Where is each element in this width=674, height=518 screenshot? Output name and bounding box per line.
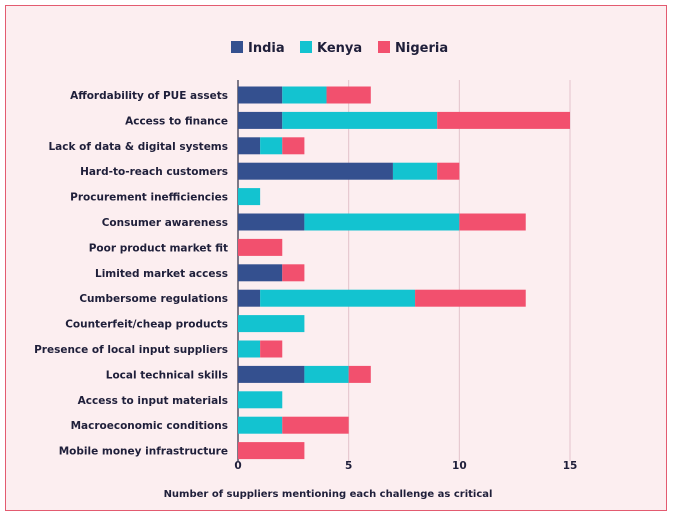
bar-segment-india <box>238 289 261 307</box>
bar-segment-kenya <box>260 289 416 307</box>
bar-segment-india <box>238 162 393 180</box>
x-tick-label: 0 <box>234 460 241 472</box>
category-label: Poor product market fit <box>89 242 228 254</box>
category-label: Macroeconomic conditions <box>71 420 228 432</box>
category-label: Access to finance <box>125 115 228 127</box>
bar-segment-india <box>238 213 305 231</box>
legend-label-kenya: Kenya <box>317 41 362 56</box>
legend-label-nigeria: Nigeria <box>395 41 448 56</box>
category-label: Limited market access <box>95 268 228 280</box>
x-axis-title: Number of suppliers mentioning each chal… <box>164 489 493 500</box>
bar-segment-nigeria <box>282 416 349 434</box>
bar-segment-nigeria <box>348 365 371 383</box>
bar-segment-nigeria <box>260 340 283 358</box>
bar-segment-kenya <box>238 340 261 358</box>
bar-segment-india <box>238 111 283 129</box>
bar-segment-kenya <box>282 111 438 129</box>
bar-segment-kenya <box>260 137 283 155</box>
category-label: Affordability of PUE assets <box>70 90 228 102</box>
bar-segment-india <box>238 137 261 155</box>
legend-label-india: India <box>248 41 285 56</box>
bar-segment-kenya <box>304 365 349 383</box>
category-label: Counterfeit/cheap products <box>65 319 228 331</box>
bar-segment-nigeria <box>437 111 570 129</box>
bar-segment-kenya <box>238 188 261 206</box>
bar-segment-kenya <box>392 162 438 180</box>
category-label: Local technical skills <box>106 369 228 381</box>
bar-segment-kenya <box>282 86 327 104</box>
category-label: Consumer awareness <box>102 217 228 229</box>
bar-segment-nigeria <box>282 137 305 155</box>
category-label: Procurement inefficiencies <box>70 192 228 204</box>
category-label: Presence of local input suppliers <box>34 344 228 356</box>
bar-segment-nigeria <box>238 238 283 256</box>
bar-segment-nigeria <box>459 213 526 231</box>
category-label: Hard-to-reach customers <box>80 166 228 178</box>
bars <box>238 86 570 460</box>
bar-segment-nigeria <box>437 162 460 180</box>
bar-segment-nigeria <box>415 289 526 307</box>
legend-swatch-nigeria <box>378 41 390 53</box>
bar-segment-nigeria <box>326 86 371 104</box>
gridlines <box>348 80 571 461</box>
bar-segment-kenya <box>238 315 305 333</box>
x-tick-label: 5 <box>345 460 352 472</box>
bar-segment-kenya <box>238 416 283 434</box>
legend-swatch-kenya <box>300 41 312 53</box>
category-label: Access to input materials <box>78 395 228 407</box>
bar-segment-india <box>238 365 305 383</box>
bar-segment-kenya <box>238 391 283 409</box>
x-tick-label: 10 <box>452 460 467 472</box>
category-label: Mobile money infrastructure <box>59 446 228 458</box>
bar-segment-india <box>238 264 283 282</box>
legend: India Kenya Nigeria <box>231 41 448 56</box>
x-tick-label: 15 <box>563 460 578 472</box>
bar-segment-nigeria <box>238 442 305 460</box>
bar-segment-nigeria <box>282 264 305 282</box>
legend-swatch-india <box>231 41 243 53</box>
category-label: Cumbersome regulations <box>79 293 228 305</box>
bar-segment-kenya <box>304 213 460 231</box>
bar-segment-india <box>238 86 283 104</box>
category-label: Lack of data & digital systems <box>48 141 228 153</box>
